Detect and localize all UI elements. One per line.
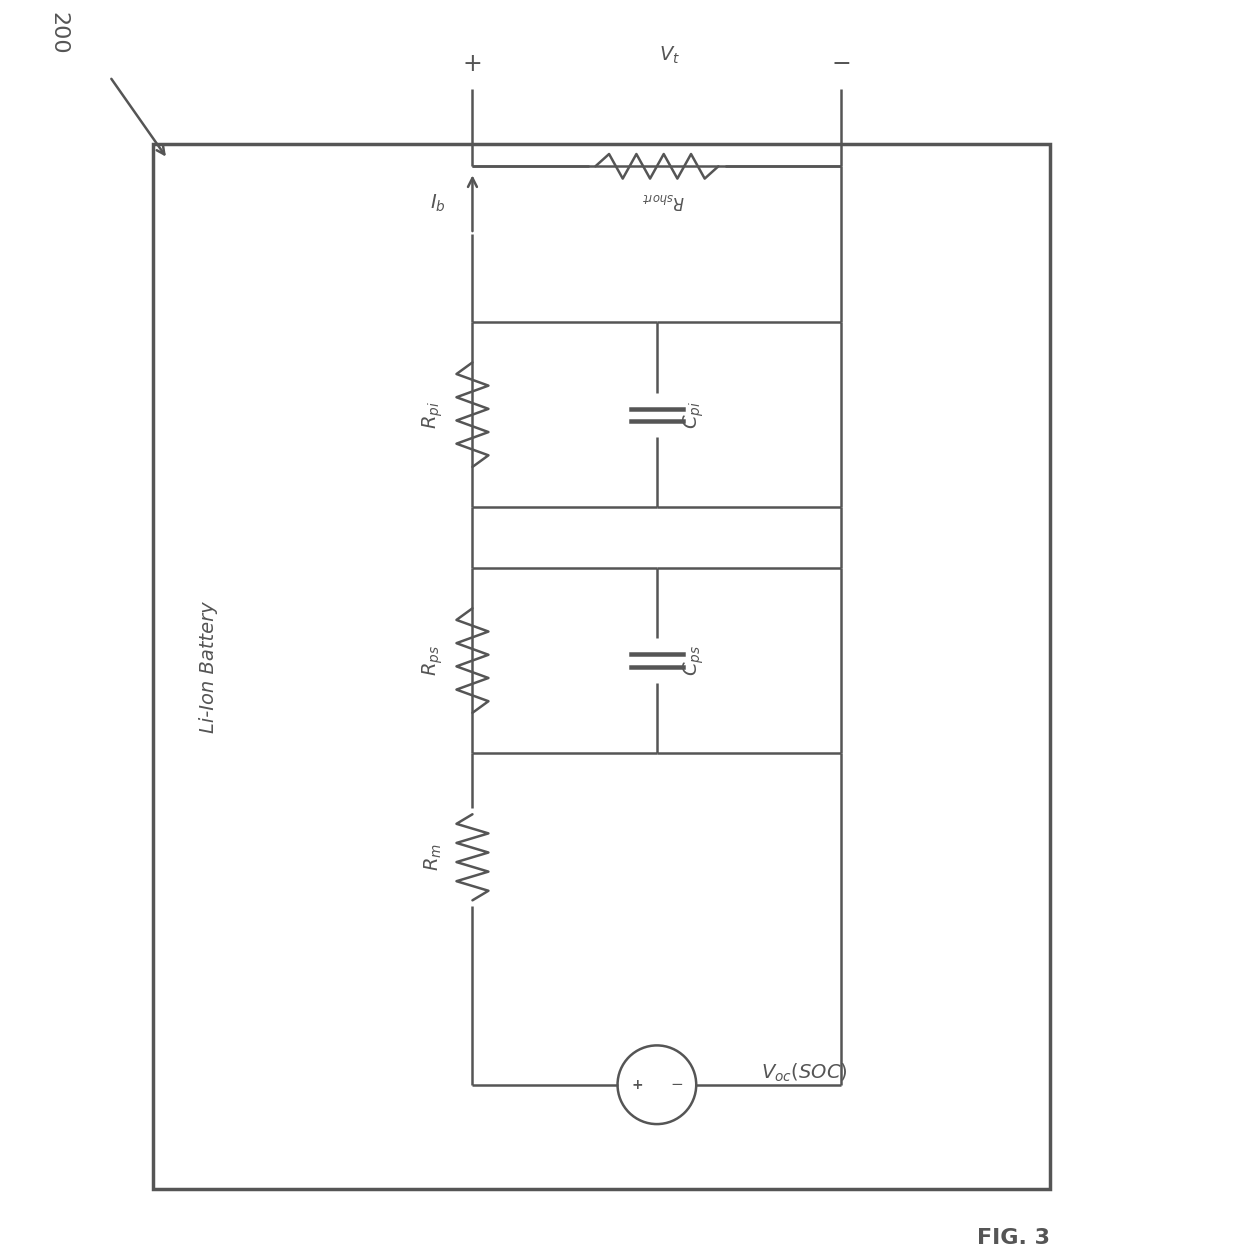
Text: +: +: [631, 1077, 644, 1092]
Text: $C_{ps}$: $C_{ps}$: [682, 645, 706, 676]
Text: −: −: [670, 1077, 683, 1092]
Text: $R_m$: $R_m$: [423, 844, 444, 872]
Text: 200: 200: [48, 13, 68, 55]
Text: FIG. 3: FIG. 3: [977, 1229, 1050, 1249]
Text: $R_{short}$: $R_{short}$: [641, 191, 684, 211]
Text: $V_{oc}(SOC)$: $V_{oc}(SOC)$: [761, 1061, 848, 1083]
Text: $V_t$: $V_t$: [658, 45, 680, 66]
Text: $I_b$: $I_b$: [430, 193, 446, 214]
Text: $R_{pi}$: $R_{pi}$: [420, 401, 445, 429]
Text: +: +: [463, 53, 482, 76]
Text: −: −: [832, 53, 851, 76]
Text: $R_{ps}$: $R_{ps}$: [420, 645, 445, 676]
Text: Li-Ion Battery: Li-Ion Battery: [198, 601, 217, 732]
Text: $C_{pi}$: $C_{pi}$: [682, 401, 706, 429]
Bar: [153, 144, 1050, 1189]
